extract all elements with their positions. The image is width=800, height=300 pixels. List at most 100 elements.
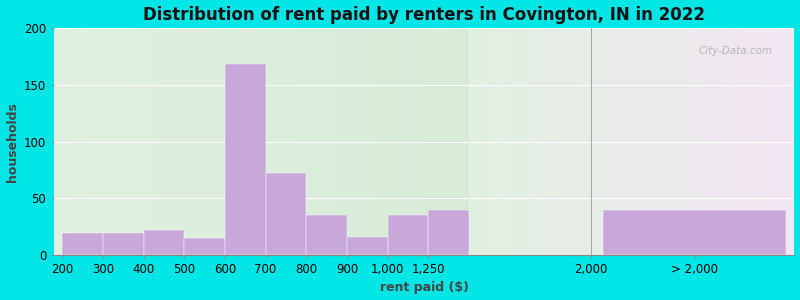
Bar (469, 28, 794, 255)
Bar (170, 28, 174, 255)
Bar (332, 28, 336, 255)
Bar (534, 28, 538, 255)
Bar (116, 28, 120, 255)
Bar (626, 28, 629, 255)
Bar (472, 28, 475, 255)
Bar (482, 28, 486, 255)
Bar (730, 28, 733, 255)
Bar (465, 28, 469, 255)
Bar (772, 28, 775, 255)
Bar (328, 28, 332, 255)
Bar (498, 28, 502, 255)
Bar (791, 28, 794, 255)
Bar (765, 28, 769, 255)
Bar (566, 28, 570, 255)
Bar (378, 28, 382, 255)
Bar (146, 28, 150, 255)
Bar (448, 28, 452, 255)
Bar (125, 28, 129, 255)
Bar (580, 28, 583, 255)
Bar (406, 28, 411, 255)
Bar (345, 28, 349, 255)
Bar (184, 238, 225, 255)
Bar (576, 28, 580, 255)
Bar (700, 28, 703, 255)
Bar (469, 28, 472, 255)
Bar (710, 28, 713, 255)
Bar (778, 28, 782, 255)
Bar (402, 28, 406, 255)
Bar (726, 28, 730, 255)
Bar (324, 28, 328, 255)
Bar (340, 28, 345, 255)
Bar (654, 28, 658, 255)
Bar (195, 28, 199, 255)
Bar (154, 28, 158, 255)
Bar (137, 28, 141, 255)
Bar (366, 28, 370, 255)
Y-axis label: households: households (6, 102, 18, 182)
Bar (593, 28, 596, 255)
Bar (133, 28, 137, 255)
Bar (158, 28, 162, 255)
Bar (307, 28, 311, 255)
Bar (100, 28, 104, 255)
Bar (762, 28, 765, 255)
Bar (266, 173, 306, 255)
Bar (661, 28, 664, 255)
Bar (233, 28, 237, 255)
Bar (560, 28, 563, 255)
Bar (752, 28, 755, 255)
Bar (518, 28, 521, 255)
Bar (687, 28, 690, 255)
Bar (241, 28, 245, 255)
Bar (199, 28, 203, 255)
Bar (216, 28, 220, 255)
Bar (186, 28, 191, 255)
Bar (550, 28, 554, 255)
Bar (541, 28, 544, 255)
Bar (129, 28, 133, 255)
Bar (390, 28, 394, 255)
Bar (606, 28, 609, 255)
Bar (521, 28, 524, 255)
Bar (684, 28, 687, 255)
Bar (573, 28, 576, 255)
Bar (357, 28, 361, 255)
Bar (492, 28, 495, 255)
Bar (524, 28, 527, 255)
Bar (742, 28, 746, 255)
Bar (527, 28, 531, 255)
Bar (489, 28, 492, 255)
Bar (262, 28, 266, 255)
Bar (719, 28, 723, 255)
Text: City-Data.com: City-Data.com (698, 46, 772, 56)
Bar (166, 28, 170, 255)
Bar (336, 28, 340, 255)
Bar (274, 28, 278, 255)
Bar (538, 28, 541, 255)
Bar (648, 28, 651, 255)
Bar (143, 230, 184, 255)
Bar (749, 28, 752, 255)
Bar (386, 28, 390, 255)
Bar (590, 28, 593, 255)
Bar (733, 28, 736, 255)
Bar (411, 28, 415, 255)
Bar (583, 28, 586, 255)
Bar (83, 28, 87, 255)
Bar (315, 28, 319, 255)
Bar (508, 28, 511, 255)
Bar (681, 28, 684, 255)
Bar (651, 28, 654, 255)
Bar (461, 28, 465, 255)
Bar (306, 215, 347, 255)
Bar (91, 28, 95, 255)
Bar (423, 28, 427, 255)
Bar (440, 28, 444, 255)
Bar (609, 28, 612, 255)
Bar (66, 28, 70, 255)
Bar (95, 28, 100, 255)
Bar (505, 28, 508, 255)
Bar (270, 28, 274, 255)
